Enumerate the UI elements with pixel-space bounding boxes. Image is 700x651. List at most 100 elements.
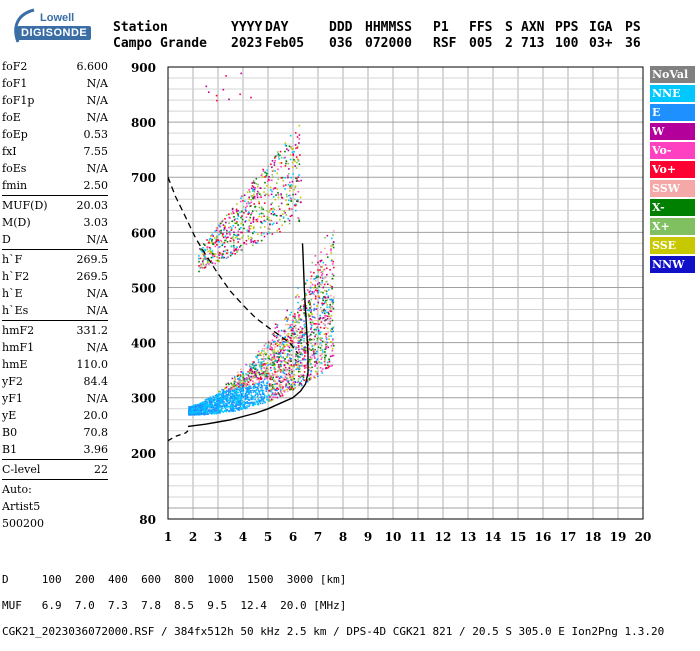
param-value: N/A (86, 341, 108, 354)
echo-point (216, 401, 219, 403)
echo-point (260, 398, 263, 400)
echo-point (222, 393, 225, 396)
echo-point (236, 400, 238, 403)
echo-point (301, 329, 303, 331)
echo-point (212, 254, 214, 257)
x-tick-label: 15 (510, 530, 527, 544)
header-column-2: DAY (265, 20, 289, 35)
echo-point (246, 229, 249, 232)
echo-point (230, 212, 233, 215)
param-row: foEs N/A (2, 160, 108, 177)
echo-point (272, 334, 275, 337)
echo-point (259, 187, 262, 189)
echo-point (262, 393, 265, 395)
echo-point (234, 390, 237, 392)
echo-point (197, 408, 199, 410)
echo-point (227, 392, 230, 395)
echo-point (205, 85, 208, 88)
echo-point (213, 237, 216, 239)
echo-point (188, 409, 191, 412)
echo-point (332, 274, 335, 277)
echo-point (242, 199, 244, 202)
echo-point (252, 386, 255, 389)
echo-point (230, 227, 233, 229)
echo-point (285, 373, 288, 376)
echo-point (225, 249, 227, 251)
echo-point (303, 346, 305, 349)
echo-point (276, 326, 278, 328)
echo-point (244, 403, 246, 405)
header-column-1: YYYY (231, 20, 263, 35)
echo-point (201, 250, 203, 252)
echo-point (207, 399, 210, 401)
echo-point (223, 397, 226, 400)
echo-point (259, 352, 261, 355)
echo-point (206, 413, 208, 415)
echo-point (200, 249, 202, 251)
echo-point (218, 393, 221, 396)
echo-point (273, 356, 276, 358)
param-name: foEs (2, 162, 27, 175)
echo-point (325, 338, 328, 341)
param-row: h`Es N/A (2, 302, 108, 319)
echo-point (233, 376, 236, 378)
echo-point (314, 255, 317, 257)
echo-point (256, 220, 259, 223)
echo-point (303, 340, 305, 342)
echo-point (259, 361, 262, 364)
echo-point (260, 206, 263, 208)
echo-point (286, 353, 289, 355)
echo-point (232, 396, 235, 399)
param-row: B1 3.96 (2, 441, 108, 458)
echo-point (310, 342, 312, 345)
echo-point (202, 258, 205, 260)
echo-point (284, 165, 287, 167)
echo-point (252, 375, 255, 378)
footer-muf-row: MUF 6.9 7.0 7.3 7.8 8.5 9.5 12.4 20.0 [M… (2, 599, 347, 612)
echo-point (236, 222, 239, 224)
echo-point (237, 408, 239, 411)
echo-point (230, 395, 232, 398)
echo-point (327, 296, 329, 299)
echo-point (313, 361, 316, 363)
echo-point (266, 377, 268, 380)
echo-point (242, 382, 245, 385)
echo-point (297, 363, 300, 366)
echo-point (276, 361, 279, 364)
echo-point (238, 246, 241, 248)
echo-point (279, 162, 282, 164)
echo-point (201, 403, 204, 406)
echo-point (232, 405, 234, 407)
echo-point (239, 382, 242, 384)
echo-point (294, 147, 297, 150)
echo-point (290, 340, 293, 342)
echo-point (279, 371, 282, 373)
echo-point (217, 411, 220, 413)
echo-point (286, 338, 288, 341)
echo-point (243, 401, 245, 403)
echo-point (229, 404, 232, 406)
echo-point (196, 411, 198, 413)
echo-point (258, 393, 261, 395)
echo-point (209, 400, 211, 403)
echo-point (225, 410, 228, 413)
header-column-4: HHMMSS (365, 20, 412, 35)
echo-point (232, 393, 234, 396)
echo-point (299, 332, 301, 334)
echo-point (275, 194, 277, 196)
echo-point (291, 151, 294, 154)
echo-point (260, 383, 262, 386)
echo-point (297, 320, 299, 322)
echo-point (244, 393, 247, 396)
echo-point (220, 410, 222, 412)
echo-point (324, 351, 326, 353)
echo-point (284, 144, 287, 146)
echo-point (248, 372, 251, 374)
echo-point (288, 354, 291, 356)
param-row: hmF1 N/A (2, 339, 108, 356)
echo-point (279, 230, 281, 233)
echo-point (250, 390, 252, 392)
echo-point (239, 374, 242, 376)
echo-point (238, 379, 241, 381)
echo-point (223, 250, 226, 253)
